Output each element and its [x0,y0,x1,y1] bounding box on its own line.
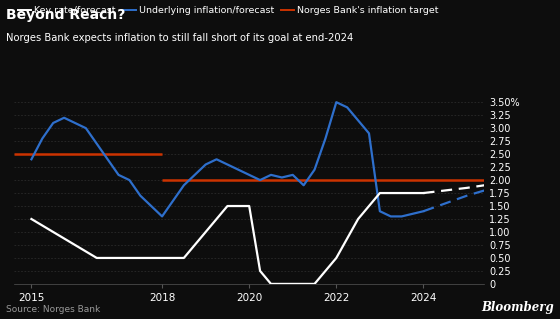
Text: Source: Norges Bank: Source: Norges Bank [6,305,100,314]
Text: Beyond Reach?: Beyond Reach? [6,8,125,22]
Legend: Key rate/forecast, Underlying inflation/forecast, Norges Bank's inflation target: Key rate/forecast, Underlying inflation/… [14,3,442,19]
Text: Norges Bank expects inflation to still fall short of its goal at end-2024: Norges Bank expects inflation to still f… [6,33,353,43]
Text: Bloomberg: Bloomberg [482,301,554,314]
